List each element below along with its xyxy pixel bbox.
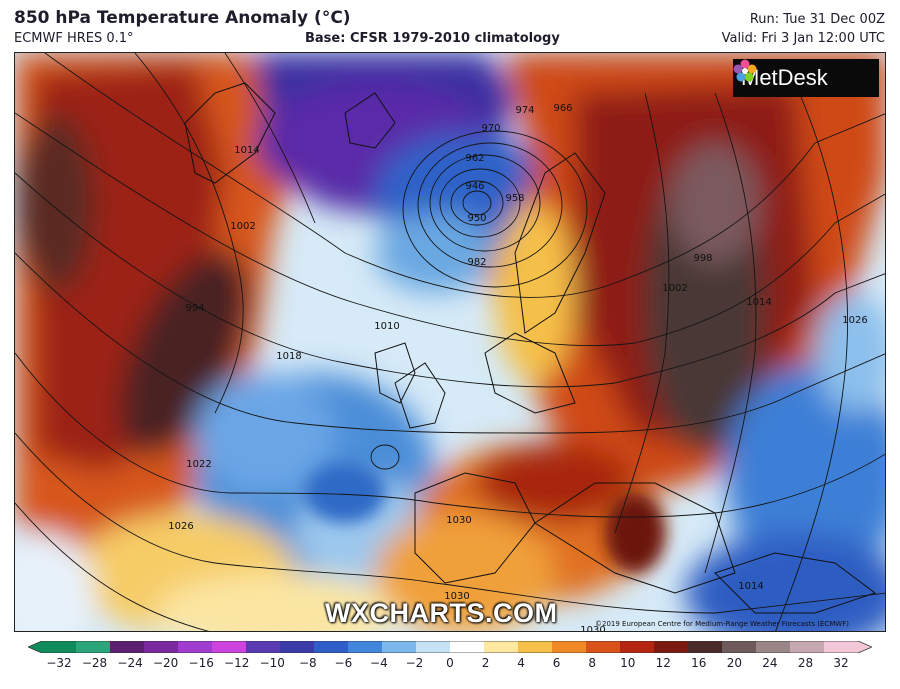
isobar-label: 1030 — [446, 515, 471, 526]
isobar-label: 1030 — [580, 625, 605, 632]
run-time-label: Run: Tue 31 Dec 00Z — [749, 12, 885, 27]
colorbar-tick-label: 12 — [655, 656, 671, 670]
isobar-label: 970 — [481, 123, 500, 134]
colorbar-tick-label: 16 — [691, 656, 707, 670]
colorbar-segment — [382, 641, 417, 653]
colorbar-tick-label: −10 — [259, 656, 285, 670]
colorbar-tick-label: 0 — [446, 656, 454, 670]
colorbar-tick-label: −28 — [81, 656, 108, 670]
isobar-label: 982 — [467, 257, 486, 268]
colorbar-tick-label: 32 — [833, 656, 849, 670]
colorbar-segment — [654, 641, 689, 653]
isobar-label: 1010 — [374, 321, 399, 332]
colorbar-tick-label: 4 — [517, 656, 525, 670]
colorbar-segment — [790, 641, 825, 653]
colorbar-tick-label: −16 — [188, 656, 214, 670]
ecmwf-credit: ©2019 European Centre for Medium-Range W… — [595, 620, 849, 628]
colorbar-tick-label: −4 — [370, 656, 388, 670]
colorbar-segment — [348, 641, 383, 653]
metdesk-flower-icon — [733, 59, 757, 82]
isobar-label: 974 — [515, 105, 534, 116]
base-climatology-label: Base: CFSR 1979-2010 climatology — [305, 31, 560, 46]
colorbar-segment — [552, 641, 587, 653]
colorbar-tick-label: 6 — [552, 656, 561, 670]
model-label: ECMWF HRES 0.1° — [14, 31, 134, 46]
colorbar-segment — [688, 641, 723, 653]
colorbar-tick-label: −12 — [224, 656, 250, 670]
colorbar-segment — [280, 641, 315, 653]
colorbar-tick-label: −8 — [298, 656, 317, 670]
colorbar-max-arrow — [858, 641, 872, 653]
colorbar-segment — [450, 641, 485, 653]
isobar-label: 1018 — [276, 351, 301, 362]
colorbar-segment — [246, 641, 281, 653]
colorbar-segment — [824, 641, 859, 653]
isobar-label: 994 — [185, 303, 204, 314]
coastlines — [184, 82, 877, 614]
colorbar-segment — [110, 641, 145, 653]
colorbar-tick-label: −20 — [152, 656, 179, 670]
colorbar-tick-label: 8 — [588, 656, 596, 670]
isobar-label: 998 — [693, 253, 712, 264]
isobar-label: 958 — [505, 193, 524, 204]
colorbar-tick-label: 2 — [481, 656, 490, 670]
colorbar-segment — [620, 641, 655, 653]
colorbar-tick-label: 20 — [726, 656, 742, 670]
isobar-label: 1026 — [168, 521, 193, 532]
chart-title: 850 hPa Temperature Anomaly (°C) — [14, 8, 351, 28]
metdesk-logo: MetDesk — [733, 59, 879, 97]
isobar-label: 1014 — [746, 297, 771, 308]
colorbar-segment — [144, 641, 179, 653]
isobar-label: 1002 — [662, 283, 687, 294]
colorbar-segment — [756, 641, 791, 653]
colorbar-tick-label: −6 — [334, 656, 353, 670]
isobar-label: 1030 — [444, 591, 469, 602]
valid-time-label: Valid: Fri 3 Jan 12:00 UTC — [721, 31, 885, 46]
colorbar-segment — [586, 641, 621, 653]
colorbar-tick-label: 24 — [762, 656, 778, 670]
isobar-label: 1014 — [738, 581, 763, 592]
isobar-labels: 1002 1014 1018 1010 1022 1026 994 982 958 950 962 9… — [168, 103, 867, 632]
isobar-lines — [15, 53, 885, 631]
anomaly-field: 1002 1014 1018 1010 1022 1026 994 982 958 950 962 9… — [15, 53, 885, 632]
isobar-label: 1014 — [234, 145, 259, 156]
colorbar-segment — [42, 641, 77, 653]
colorbar-segment — [212, 641, 247, 653]
wxcharts-watermark: WXCHARTS.COM — [325, 598, 558, 628]
colorbar-segment — [722, 641, 757, 653]
colorbar-segment — [416, 641, 451, 653]
colorbar — [28, 641, 872, 653]
colorbar-segment — [484, 641, 519, 653]
colorbar-segment — [314, 641, 349, 653]
colorbar-tick-label: 28 — [797, 656, 814, 670]
isobar-label: 1026 — [842, 315, 867, 326]
anomaly-map[interactable]: 1002 1014 1018 1010 1022 1026 994 982 958 950 962 9… — [14, 52, 886, 632]
isobar-label: 946 — [465, 181, 484, 192]
colorbar-tick-label: −2 — [405, 656, 424, 670]
isobar-label: 966 — [553, 103, 572, 114]
colorbar-tick-label: 10 — [620, 656, 636, 670]
isobar-label: 950 — [467, 213, 486, 224]
colorbar-tick-label: −32 — [46, 656, 72, 670]
isobar-label: 962 — [465, 153, 484, 164]
colorbar-ticks: −32 −28 −24 −20 −16 −12 −10 −8 −6 −4 −2 0 2 4 6 8 10 12 16… — [0, 656, 900, 676]
colorbar-segment — [518, 641, 553, 653]
colorbar-tick-label: −24 — [117, 656, 143, 670]
colorbar-segment — [76, 641, 111, 653]
colorbar-segment — [178, 641, 213, 653]
colorbar-min-arrow — [28, 641, 42, 653]
isobar-label: 1022 — [186, 459, 211, 470]
isobar-label: 1002 — [230, 221, 255, 232]
